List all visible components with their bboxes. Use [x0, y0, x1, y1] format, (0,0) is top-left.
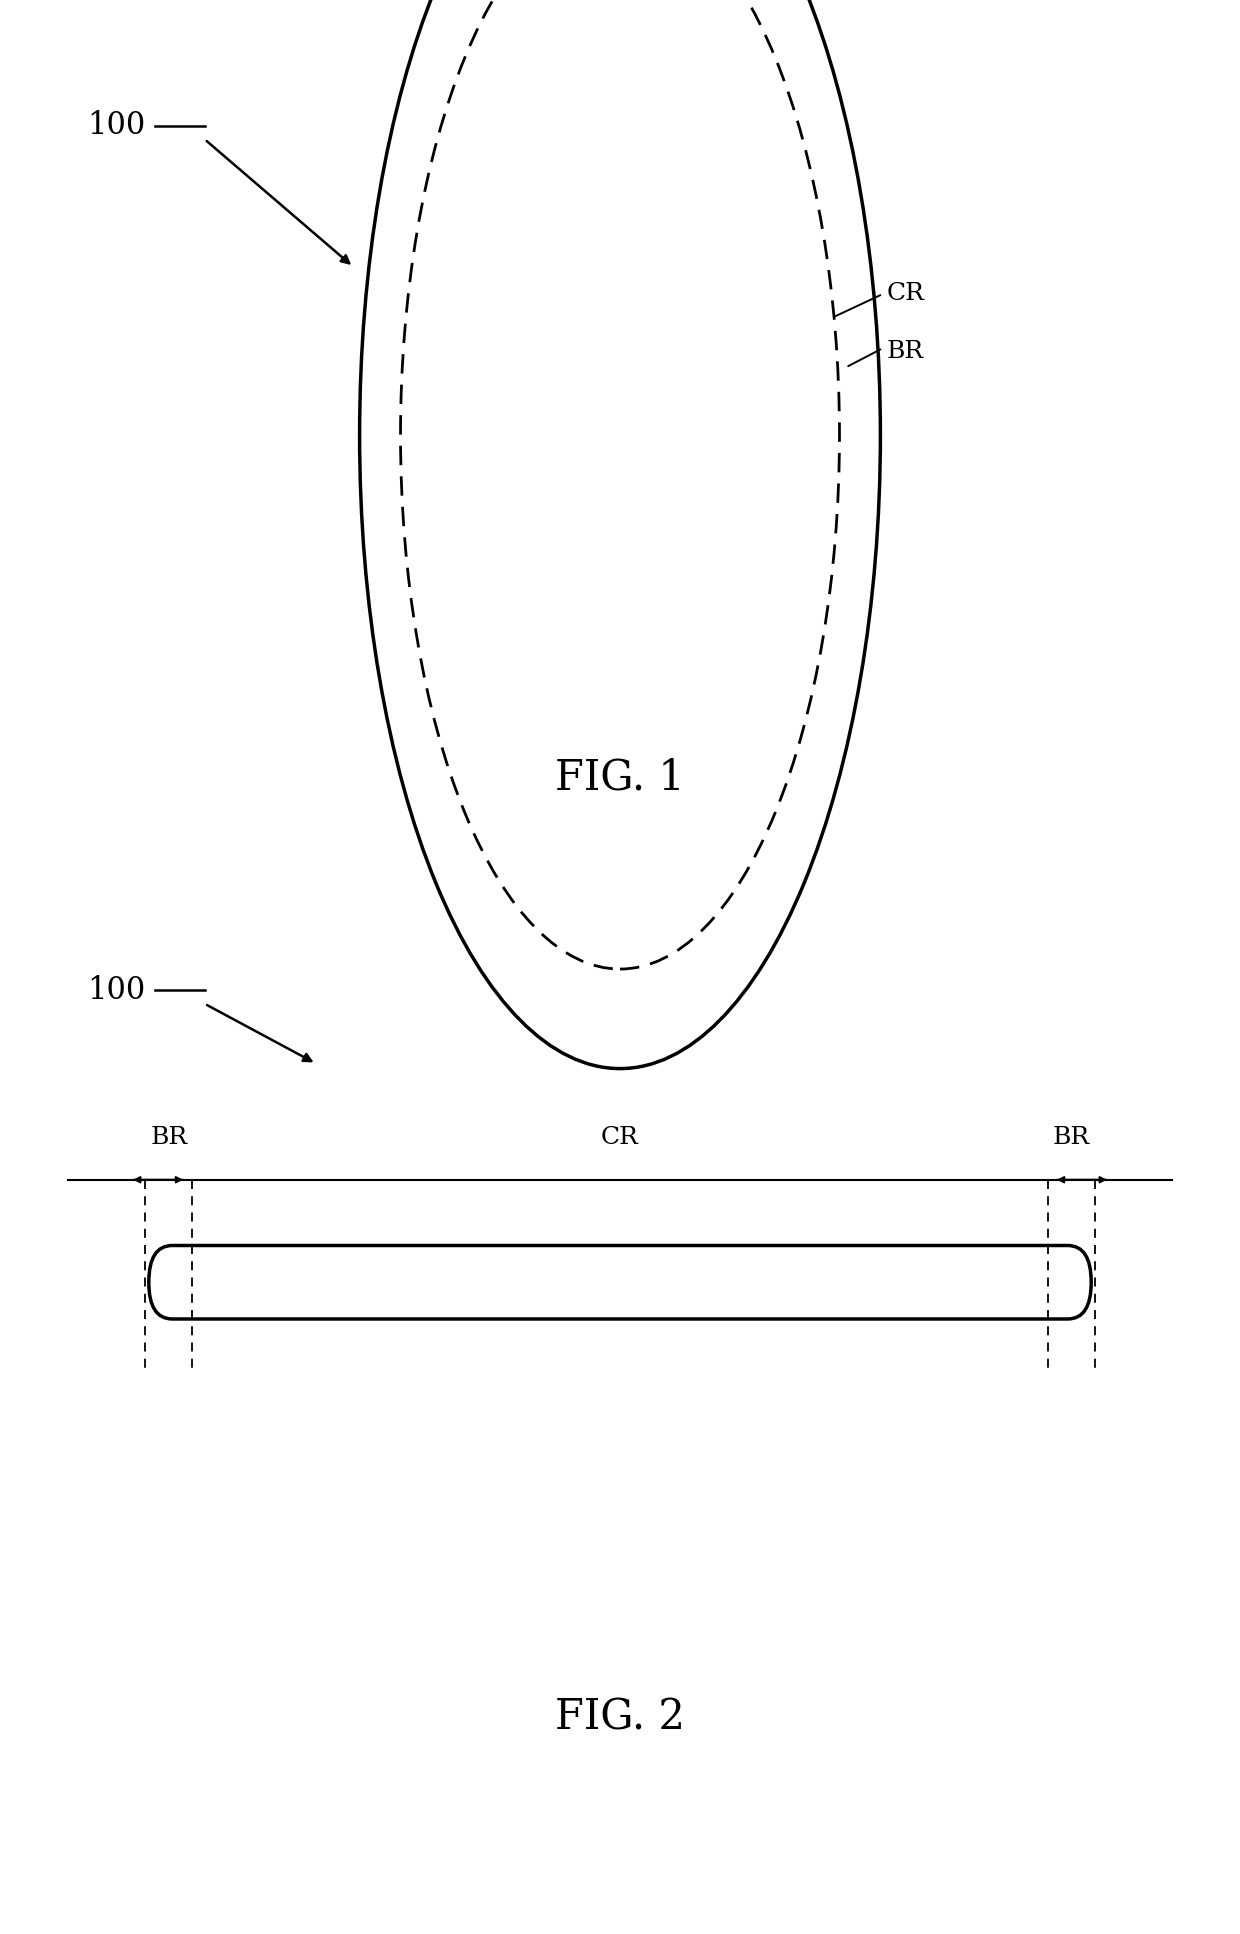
- Text: 100: 100: [87, 975, 145, 1006]
- Text: FIG. 1: FIG. 1: [556, 756, 684, 799]
- Text: 100: 100: [87, 110, 145, 141]
- Text: CR: CR: [601, 1126, 639, 1149]
- Text: BR: BR: [887, 340, 924, 364]
- Text: BR: BR: [150, 1126, 187, 1149]
- Text: CR: CR: [887, 282, 925, 306]
- Text: FIG. 2: FIG. 2: [556, 1696, 684, 1739]
- Text: BR: BR: [1053, 1126, 1090, 1149]
